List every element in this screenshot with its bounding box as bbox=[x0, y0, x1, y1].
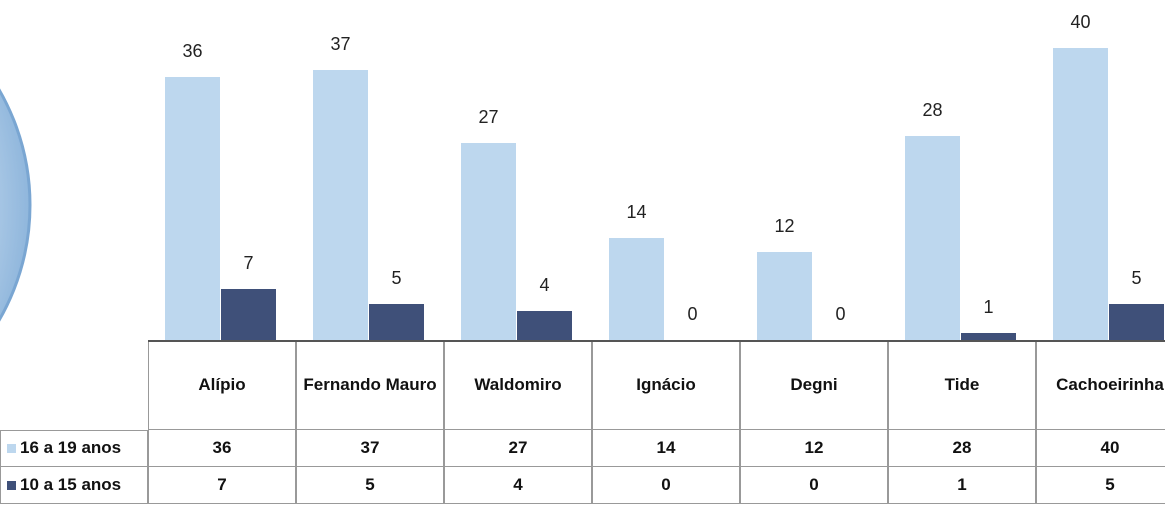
legend-label: 10 a 15 anos bbox=[20, 474, 122, 494]
category-label: Waldomiro bbox=[444, 342, 592, 430]
table-cell: 27 bbox=[444, 430, 592, 467]
data-label: 40 bbox=[1070, 12, 1091, 32]
data-label: 37 bbox=[330, 33, 351, 54]
legend-entry: 16 a 19 anos bbox=[0, 430, 148, 467]
legend-swatch bbox=[7, 480, 16, 490]
decor-circle bbox=[0, 88, 32, 322]
table-cell: 0 bbox=[592, 467, 740, 504]
bar bbox=[221, 288, 276, 340]
category-label: Tide bbox=[888, 342, 1036, 430]
data-label: 27 bbox=[478, 106, 499, 127]
table-cell: 40 bbox=[1036, 430, 1165, 467]
table-cell: 5 bbox=[296, 467, 444, 504]
data-label: 1 bbox=[983, 296, 994, 317]
table-cell: 4 bbox=[444, 467, 592, 504]
data-label: 7 bbox=[243, 252, 254, 273]
data-label: 5 bbox=[1131, 267, 1142, 288]
bar bbox=[1053, 48, 1108, 340]
table-cell: 14 bbox=[592, 430, 740, 467]
category-label: Fernando Mauro bbox=[296, 342, 444, 430]
bar bbox=[757, 252, 812, 340]
legend-label: 16 a 19 anos bbox=[20, 438, 122, 458]
table-cell: 7 bbox=[148, 467, 296, 504]
bar bbox=[517, 310, 572, 340]
data-label: 4 bbox=[539, 274, 550, 295]
legend-swatch bbox=[7, 444, 16, 453]
table-cell: 1 bbox=[888, 467, 1036, 504]
bar bbox=[313, 69, 368, 340]
data-label: 0 bbox=[835, 304, 846, 324]
table-cell: 37 bbox=[296, 430, 444, 467]
table-cell: 0 bbox=[740, 467, 888, 504]
data-label: 0 bbox=[687, 304, 698, 324]
category-label: Ignácio bbox=[592, 342, 740, 430]
bar bbox=[461, 142, 516, 340]
legend-entry: 10 a 15 anos bbox=[0, 467, 148, 504]
axis-line bbox=[148, 340, 1165, 342]
data-label: 36 bbox=[182, 41, 203, 62]
category-label: Degni bbox=[740, 342, 888, 430]
bar bbox=[961, 332, 1016, 340]
category-label: Cachoeirinha bbox=[1036, 342, 1165, 430]
data-label: 12 bbox=[774, 216, 795, 237]
bar bbox=[609, 237, 664, 340]
data-label: 28 bbox=[922, 99, 943, 120]
data-label: 14 bbox=[626, 201, 647, 222]
category-label: Alípio bbox=[148, 342, 296, 430]
table-cell: 36 bbox=[148, 430, 296, 467]
bar bbox=[905, 135, 960, 340]
bar bbox=[1109, 303, 1164, 340]
table-cell: 5 bbox=[1036, 467, 1165, 504]
bar bbox=[369, 303, 424, 340]
data-label: 5 bbox=[391, 267, 402, 288]
table-cell: 28 bbox=[888, 430, 1036, 467]
table-cell: 12 bbox=[740, 430, 888, 467]
bar bbox=[165, 77, 220, 340]
